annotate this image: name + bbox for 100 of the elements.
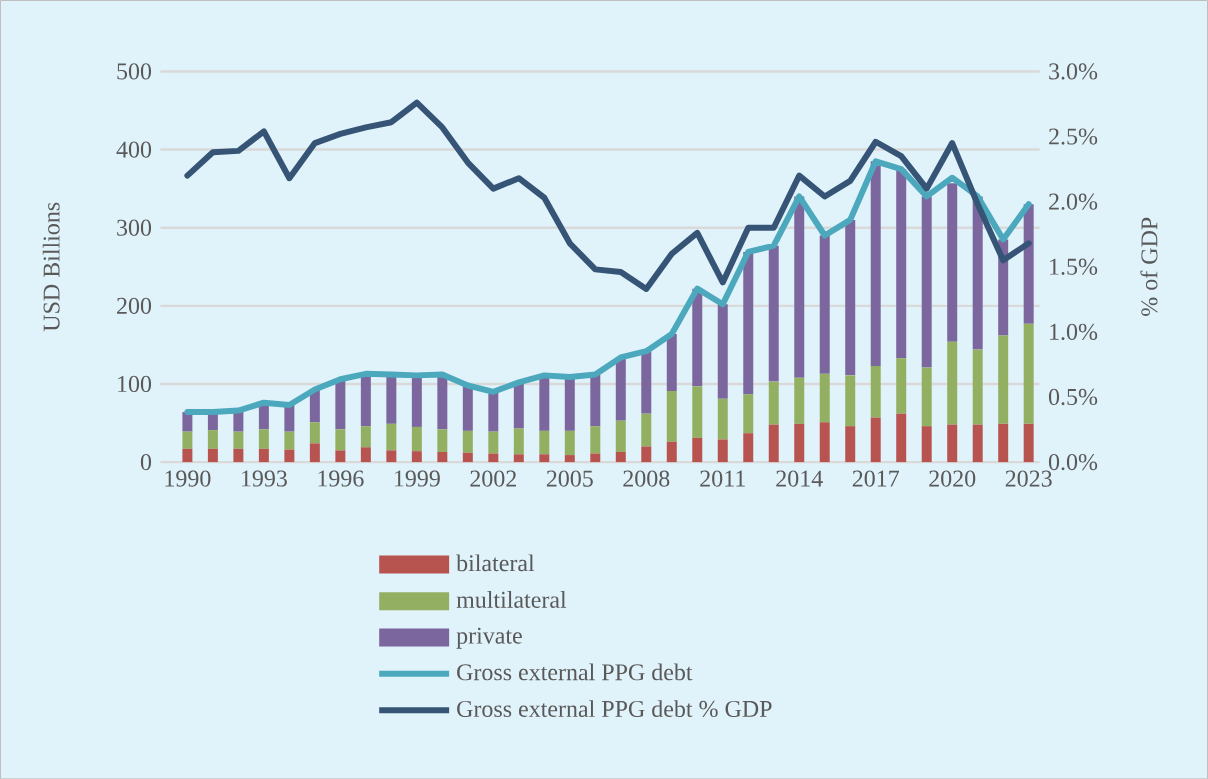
bar — [1023, 323, 1034, 424]
bar — [564, 430, 575, 455]
bar — [947, 341, 958, 425]
legend-label: Gross external PPG debt % GDP — [457, 699, 772, 717]
bar — [794, 423, 805, 462]
bar — [845, 219, 856, 376]
x-tick-label: 2011 — [700, 470, 745, 487]
bar — [513, 382, 524, 429]
bar — [641, 446, 652, 462]
bar — [360, 447, 371, 462]
x-tick-label: 2014 — [776, 470, 823, 487]
x-tick-label: 2005 — [546, 470, 593, 487]
x-tick-label: 2017 — [852, 470, 899, 487]
bar — [998, 423, 1009, 462]
y-tick-label: 200 — [117, 297, 152, 314]
bar — [794, 377, 805, 424]
bar — [360, 425, 371, 448]
bar — [666, 441, 677, 462]
bar — [743, 393, 754, 434]
bar — [896, 413, 907, 462]
bar — [411, 450, 422, 462]
bar — [870, 161, 881, 366]
bar — [258, 448, 269, 462]
bar — [309, 422, 320, 444]
bar — [233, 431, 244, 449]
bar — [335, 429, 346, 451]
bar — [207, 429, 218, 449]
bar — [590, 425, 601, 454]
bar — [641, 413, 652, 447]
bar — [386, 423, 397, 451]
bar — [666, 333, 677, 391]
bar — [411, 426, 422, 451]
bar — [386, 450, 397, 462]
y2-tick-label: 1.5% — [1050, 258, 1098, 275]
bar — [717, 398, 728, 440]
bar — [488, 391, 499, 432]
bar — [641, 350, 652, 414]
x-tick-label: 1993 — [242, 470, 287, 487]
y-tick-label: 400 — [116, 141, 152, 158]
x-tick-label: 2002 — [470, 470, 516, 487]
bar — [870, 365, 881, 418]
bar — [539, 454, 550, 462]
bar — [437, 451, 448, 462]
bar — [539, 375, 550, 431]
bar — [998, 335, 1009, 424]
legend-label: Gross external PPG debt — [457, 663, 693, 681]
bar — [539, 430, 550, 455]
y2-axis-title: % of GDP — [1140, 217, 1158, 316]
bar — [335, 450, 346, 462]
y2-tick-label: 2.0% — [1049, 193, 1098, 210]
bar — [513, 454, 524, 462]
bar — [692, 288, 703, 387]
bar — [692, 437, 703, 462]
bar — [819, 422, 830, 462]
bar — [947, 424, 958, 462]
bar — [819, 373, 830, 423]
bar — [590, 374, 601, 426]
legend-label: bilateral — [456, 554, 535, 572]
bar — [972, 349, 983, 425]
bar — [666, 390, 677, 442]
bar — [615, 451, 626, 462]
bar — [768, 245, 779, 382]
bar — [1023, 423, 1034, 462]
bar — [309, 443, 320, 462]
x-tick-label: 1990 — [165, 470, 211, 487]
bar — [972, 424, 983, 462]
bar — [819, 235, 830, 374]
bar — [411, 375, 422, 427]
bar — [921, 196, 932, 368]
y2-tick-label: 1.0% — [1050, 323, 1098, 340]
y2-tick-label: 0.5% — [1048, 388, 1098, 405]
bar — [437, 429, 448, 452]
bar — [921, 367, 932, 426]
bar — [692, 386, 703, 438]
y-tick-label: 500 — [117, 63, 152, 80]
bar — [768, 381, 779, 425]
y2-tick-label: 2.5% — [1049, 128, 1098, 145]
bar — [488, 453, 499, 462]
bar — [921, 425, 932, 462]
bar — [462, 385, 473, 431]
bar — [207, 448, 218, 462]
y2-tick-label: 3.0% — [1049, 63, 1098, 80]
y-tick-label: 300 — [117, 219, 152, 236]
bar — [284, 449, 295, 462]
bar — [896, 358, 907, 414]
bar — [233, 448, 244, 462]
bar — [1023, 204, 1034, 324]
bar — [717, 439, 728, 462]
bar — [794, 196, 805, 378]
bar — [182, 431, 193, 449]
bar — [947, 182, 958, 342]
y-tick-label: 0 — [140, 453, 152, 471]
bar — [386, 374, 397, 424]
bar — [258, 429, 269, 449]
y-axis-title: USD Billions — [42, 202, 60, 332]
bar — [284, 431, 295, 450]
bar — [182, 448, 193, 462]
bar — [896, 168, 907, 359]
y2-tick-label: 0.0% — [1048, 453, 1098, 471]
bar — [462, 452, 473, 462]
